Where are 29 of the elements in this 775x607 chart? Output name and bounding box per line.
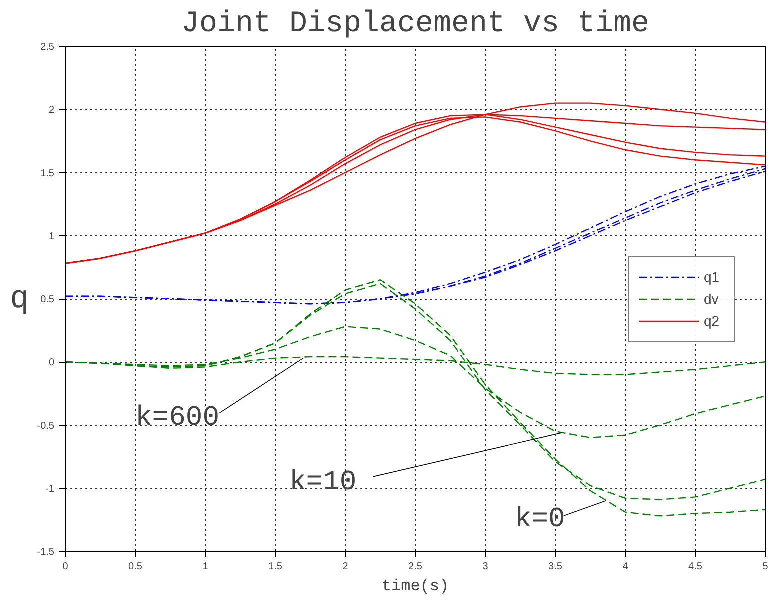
y-tick-label: -0.5	[37, 420, 55, 432]
legend-label: q2	[704, 312, 721, 328]
y-tick-label: 1.5	[40, 168, 55, 180]
y-tick-label: 1	[48, 231, 55, 242]
annotation: k=10	[290, 467, 357, 498]
y-tick-label: 2.5	[40, 42, 55, 53]
y-tick-label: 2	[48, 105, 55, 116]
y-tick-label: 0.5	[40, 294, 55, 306]
y-tick-label: 0	[48, 358, 55, 369]
legend-label: q1	[704, 268, 721, 284]
x-tick-label: 2.5	[408, 562, 423, 572]
x-axis-title: time(s)	[382, 578, 450, 596]
chart-title: Joint Displacement vs time	[181, 8, 650, 42]
annotation: k=600	[136, 402, 220, 434]
x-tick-label: 1	[202, 562, 209, 572]
y-tick-label: -1.5	[37, 547, 55, 558]
y-axis-title: q	[10, 280, 30, 318]
x-tick-label: 3	[482, 562, 489, 572]
x-tick-label: 1.5	[268, 562, 283, 572]
x-tick-label: 0	[62, 562, 69, 572]
annotation: k=0	[514, 504, 566, 536]
x-tick-label: 2	[342, 562, 349, 572]
y-tick-label: -1	[46, 484, 55, 495]
x-tick-label: 0.5	[128, 562, 143, 572]
x-tick-label: 3.5	[548, 562, 563, 572]
x-tick-label: 4	[622, 562, 629, 572]
x-tick-label: 4.5	[688, 562, 703, 572]
x-tick-label: 5	[762, 562, 769, 572]
legend-label: dv	[704, 290, 720, 306]
